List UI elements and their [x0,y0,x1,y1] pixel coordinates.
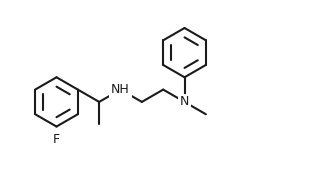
Text: F: F [53,133,60,146]
Text: NH: NH [111,83,130,96]
Text: N: N [180,95,189,108]
